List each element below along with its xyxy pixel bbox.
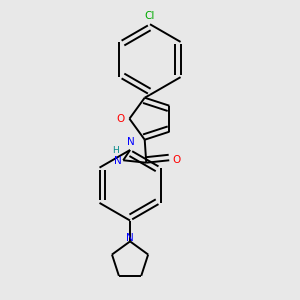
Text: N: N (127, 137, 135, 147)
Text: O: O (172, 155, 181, 165)
Text: H: H (112, 146, 119, 155)
Text: O: O (117, 114, 125, 124)
Text: N: N (114, 156, 122, 166)
Text: N: N (126, 233, 134, 243)
Text: Cl: Cl (145, 11, 155, 21)
